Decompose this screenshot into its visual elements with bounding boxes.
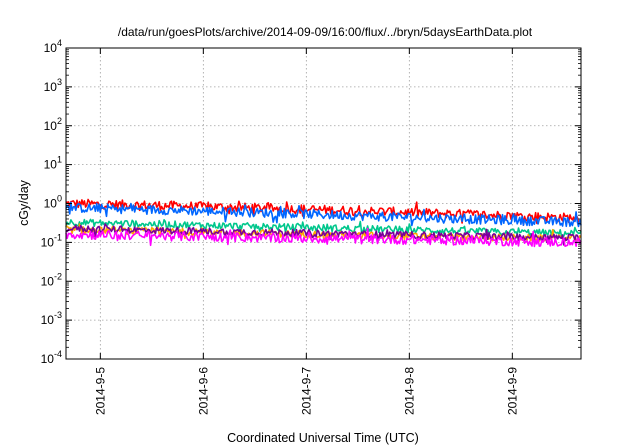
series-line xyxy=(65,227,582,248)
x-tick-label: 2014-9-8 xyxy=(402,367,416,415)
y-tick-label: 102 xyxy=(44,116,62,133)
series-layer xyxy=(65,198,582,248)
chart-title: /data/run/goesPlots/archive/2014-09-09/1… xyxy=(118,25,533,39)
x-tick-label: 2014-9-7 xyxy=(299,367,313,415)
series-line xyxy=(65,223,582,246)
y-tick-label: 100 xyxy=(44,194,62,211)
x-tick-labels: 2014-9-5 2014-9-6 2014-9-7 2014-9-8 2014-9-9 xyxy=(93,367,519,415)
y-tick-labels: 10-4 10-3 10-2 10-1 100 101 102 103 104 xyxy=(41,38,62,366)
series-line xyxy=(65,198,582,226)
x-tick-label: 2014-9-6 xyxy=(196,367,210,415)
series-line xyxy=(65,201,582,228)
y-tick-label: 103 xyxy=(44,77,62,94)
ticks xyxy=(66,47,581,360)
x-axis-label: Coordinated Universal Time (UTC) xyxy=(227,431,419,445)
y-tick-label: 10-2 xyxy=(41,271,62,288)
series-line xyxy=(65,218,582,237)
x-tick-label: 2014-9-9 xyxy=(505,367,519,415)
y-tick-label: 104 xyxy=(44,38,62,55)
y-tick-label: 10-3 xyxy=(41,310,62,327)
y-tick-label: 10-4 xyxy=(41,349,62,366)
y-axis-label: cGy/day xyxy=(17,179,31,226)
x-tick-label: 2014-9-5 xyxy=(93,367,107,415)
y-tick-label: 101 xyxy=(44,155,62,172)
y-tick-label: 10-1 xyxy=(41,232,62,249)
